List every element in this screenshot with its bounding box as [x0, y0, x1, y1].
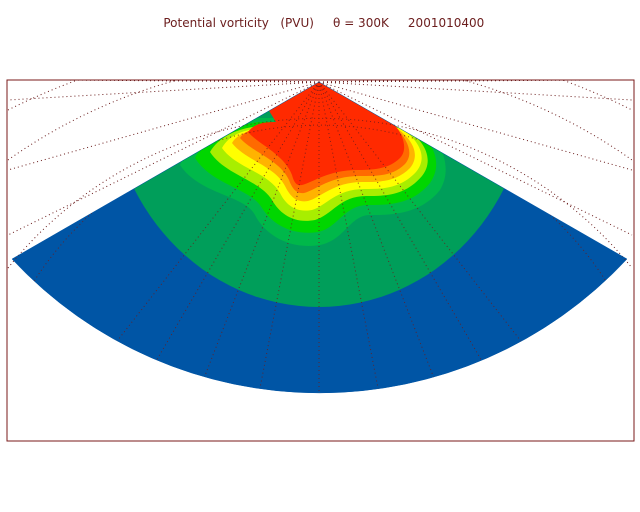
title-field: Potential vorticity — [163, 16, 269, 30]
map-frame — [6, 79, 635, 442]
pv-field — [12, 82, 627, 393]
domain-outline — [11, 81, 628, 394]
graticule — [7, 80, 633, 269]
title-datetime: 2001010400 — [407, 16, 485, 30]
plot-title: Potential vorticity (PVU) θ = 300K 20010… — [0, 2, 640, 30]
title-theta: θ = 300K — [333, 16, 389, 30]
title-units: (PVU) — [280, 16, 314, 30]
